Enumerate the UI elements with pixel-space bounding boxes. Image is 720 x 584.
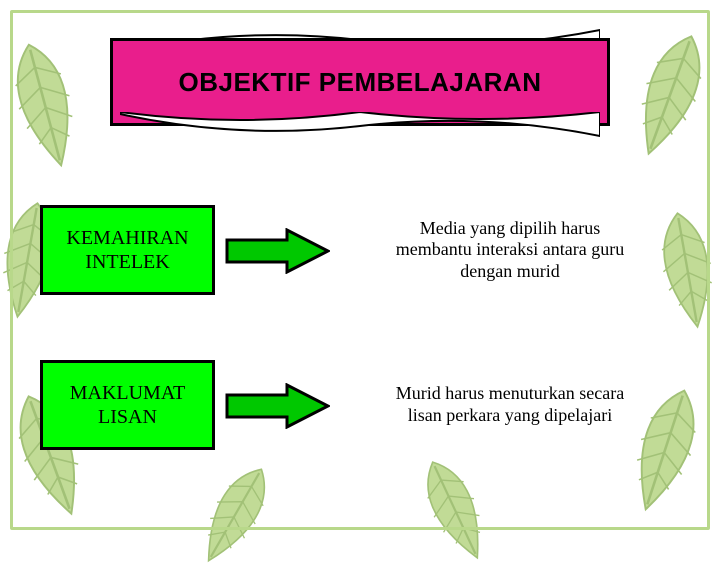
arrow-2 — [225, 383, 330, 429]
row-1: KEMAHIRAN INTELEK Media yang dipilih har… — [40, 190, 680, 310]
row-2: MAKLUMAT LISAN Murid harus menuturkan se… — [40, 345, 680, 465]
left-label-1: KEMAHIRAN INTELEK — [47, 226, 208, 274]
arrow-1 — [225, 228, 330, 274]
hex-text-1: Media yang dipilih harus membantu intera… — [388, 218, 632, 283]
left-label-2: MAKLUMAT LISAN — [47, 381, 208, 429]
ribbon-bottom — [120, 112, 600, 142]
hexagon-1: Media yang dipilih harus membantu intera… — [340, 192, 680, 308]
left-box-2: MAKLUMAT LISAN — [40, 360, 215, 450]
left-box-1: KEMAHIRAN INTELEK — [40, 205, 215, 295]
page-title: OBJEKTIF PEMBELAJARAN — [179, 67, 542, 98]
hex-text-2: Murid harus menuturkan secara lisan perk… — [388, 383, 632, 426]
title-banner: OBJEKTIF PEMBELAJARAN — [110, 28, 610, 138]
hexagon-2: Murid harus menuturkan secara lisan perk… — [340, 347, 680, 463]
